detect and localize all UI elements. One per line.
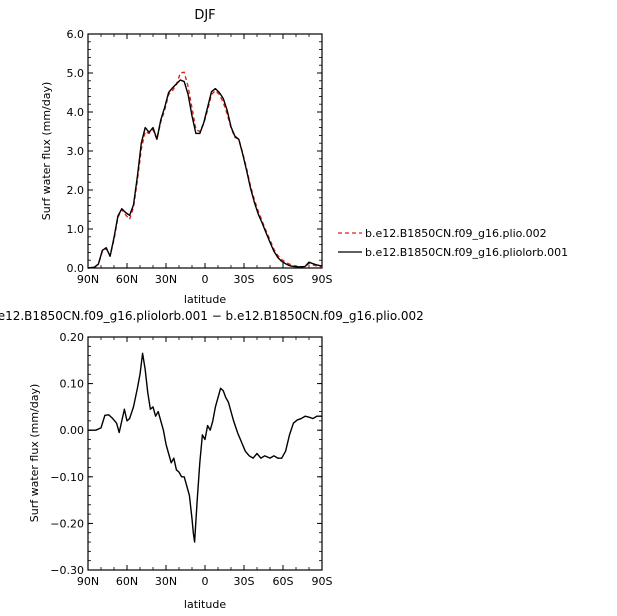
- y-tick-label: 4.0: [67, 106, 85, 119]
- x-tick-label: 30S: [234, 273, 255, 286]
- x-tick-label: 0: [202, 273, 209, 286]
- y-tick-label: 0.0: [67, 262, 85, 275]
- y-tick-label: −0.10: [50, 471, 84, 484]
- x-tick-label: 90S: [312, 575, 333, 588]
- x-tick-label: 60N: [116, 575, 138, 588]
- top-title: DJF: [194, 8, 215, 23]
- y-tick-label: 1.0: [67, 223, 85, 236]
- y-tick-label: −0.20: [50, 517, 84, 530]
- bottom-y-axis-label: Surf water flux (mm/day): [28, 384, 41, 523]
- legend: b.e12.B1850CN.f09_g16.plio.002 b.e12.B18…: [338, 227, 568, 259]
- x-tick-label: 30N: [155, 575, 177, 588]
- y-tick-label: 5.0: [67, 67, 85, 80]
- y-tick-label: 2.0: [67, 184, 85, 197]
- series-line-0-1: [87, 79, 323, 269]
- top-panel: DJF 0.0 1.0 2.0 3.0 4.0 5.0 6.0 90N 60N 30N 0 30S 6…: [40, 8, 568, 306]
- bottom-panel: b.e12.B1850CN.f09_g16.pliolorb.001 − b.e…: [0, 309, 424, 611]
- y-tick-label: 3.0: [67, 145, 85, 158]
- x-tick-label: 60S: [273, 273, 294, 286]
- top-y-axis-label: Surf water flux (mm/day): [40, 82, 53, 221]
- bottom-plot-frame: [87, 336, 323, 571]
- y-tick-label: 0.00: [60, 424, 85, 437]
- x-tick-label: 0: [202, 575, 209, 588]
- legend-label-plio: b.e12.B1850CN.f09_g16.plio.002: [365, 227, 547, 240]
- x-tick-label: 90S: [312, 273, 333, 286]
- legend-label-pliolorb: b.e12.B1850CN.f09_g16.pliolorb.001: [365, 246, 568, 259]
- x-tick-label: 90N: [77, 575, 99, 588]
- series-line-0-0: [87, 71, 323, 269]
- x-tick-label: 30S: [234, 575, 255, 588]
- x-tick-label: 60N: [116, 273, 138, 286]
- bottom-title: b.e12.B1850CN.f09_g16.pliolorb.001 − b.e…: [0, 309, 424, 323]
- y-tick-label: 6.0: [67, 28, 85, 41]
- top-x-axis-label: latitude: [184, 293, 226, 306]
- series-line-1-0: [88, 352, 322, 543]
- x-tick-label: 60S: [273, 575, 294, 588]
- x-tick-label: 30N: [155, 273, 177, 286]
- y-tick-label: −0.30: [50, 564, 84, 577]
- y-tick-label: 0.10: [60, 378, 85, 391]
- top-plot-frame: [87, 33, 323, 269]
- bottom-x-axis-label: latitude: [184, 598, 226, 611]
- x-tick-label: 90N: [77, 273, 99, 286]
- y-tick-label: 0.20: [60, 331, 85, 344]
